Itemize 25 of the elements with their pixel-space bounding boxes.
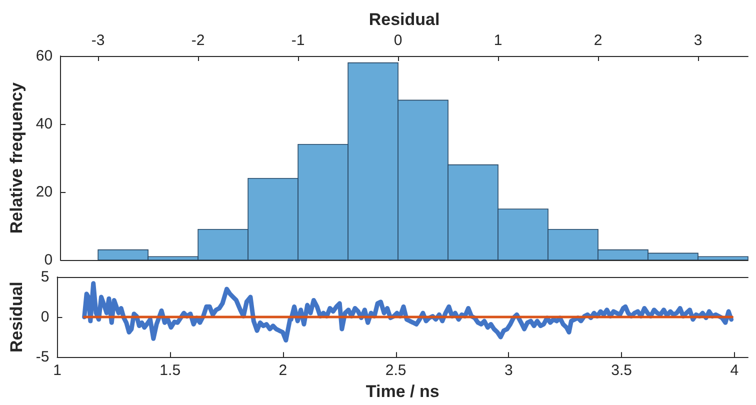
- x-tick-label: -2: [191, 32, 205, 49]
- y-tick-label: 60: [36, 48, 53, 64]
- x-axis-title: Time / ns: [366, 382, 440, 401]
- x-tick-label: 1.5: [160, 362, 181, 380]
- x-tick-label: 1: [53, 362, 62, 380]
- x-tick-label: 2: [278, 362, 288, 380]
- x-axis-title: Residual: [368, 10, 440, 30]
- y-tick-label: -5: [36, 348, 50, 366]
- y-axis-title: Residual: [7, 282, 26, 352]
- x-tick-label: -3: [91, 32, 105, 49]
- x-tick-label: 0: [394, 32, 402, 49]
- x-tick-label: 2: [594, 32, 602, 49]
- x-tick-label: 3: [694, 32, 702, 49]
- y-axis-title: Relative frequency: [7, 82, 26, 234]
- x-tick-label: -1: [291, 32, 305, 49]
- y-tick-label: 20: [36, 184, 53, 200]
- x-tick-label: 2.5: [385, 362, 406, 380]
- x-tick-label: 4: [730, 362, 739, 380]
- x-tick-label: 1: [494, 32, 502, 49]
- y-tick-label: 40: [36, 116, 53, 132]
- y-tick-label: 0: [44, 252, 53, 268]
- x-tick-label: 3: [504, 362, 513, 380]
- y-tick-label: 5: [40, 268, 50, 286]
- y-tick-label: 0: [40, 308, 50, 326]
- x-tick-label: 3.5: [611, 362, 632, 380]
